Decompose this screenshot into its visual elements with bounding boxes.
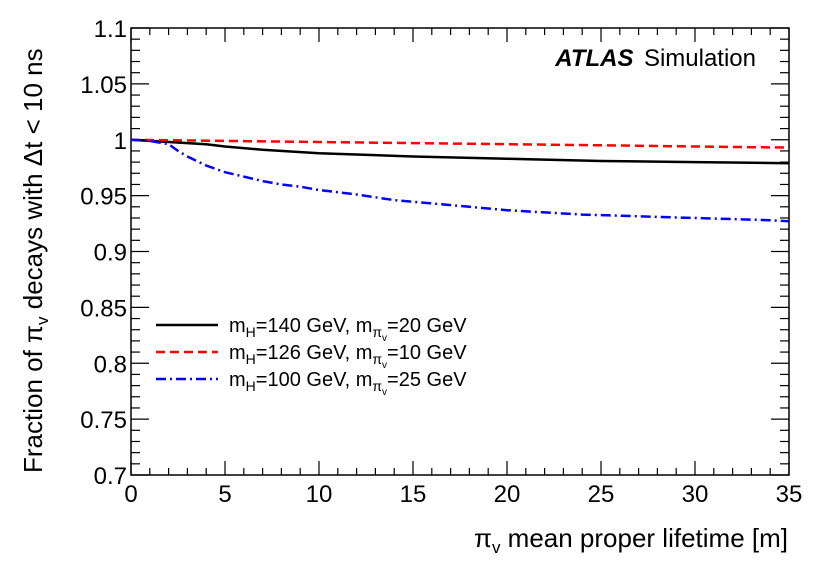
x-tick-label: 20	[494, 481, 521, 508]
y-tick-label: 0.7	[94, 463, 127, 490]
x-axis-title: πv mean proper lifetime [m]	[474, 523, 788, 557]
series-line-2	[130, 138, 790, 149]
x-tick-label: 10	[306, 481, 333, 508]
y-tick-label: 0.95	[80, 184, 127, 211]
series-layer	[130, 138, 790, 223]
x-tick-label: 0	[124, 481, 137, 508]
y-tick-label: 1.1	[94, 16, 127, 43]
axis-ticks	[130, 27, 790, 476]
tick-labels: 0 5 10 15 20 25 30 35 0.7 0.75 0.8 0.85 0.9 0.95 1 1.05…	[80, 16, 802, 508]
y-tick-label: 0.9	[94, 240, 127, 267]
series-line-1	[130, 138, 790, 165]
plot-frame	[130, 27, 790, 476]
legend-label-2: mH=126 GeV, mπv=10 GeV	[229, 342, 467, 371]
series-line-3	[130, 138, 790, 223]
y-tick-label: 0.85	[80, 295, 127, 322]
legend-label-1: mH=140 GeV, mπv=20 GeV	[229, 315, 467, 344]
y-tick-label: 1.05	[80, 72, 127, 99]
atlas-label: ATLAS Simulation	[554, 45, 756, 72]
y-tick-label: 1	[114, 128, 127, 155]
legend-label-3: mH=100 GeV, mπv=25 GeV	[229, 369, 467, 398]
y-axis-title: Fraction of πv decays with Δt < 10 ns	[18, 48, 52, 473]
x-tick-label: 15	[400, 481, 427, 508]
x-tick-label: 25	[588, 481, 615, 508]
atlas-label-bold: ATLAS	[554, 45, 633, 72]
x-tick-label: 5	[218, 481, 231, 508]
x-tick-label: 35	[776, 481, 803, 508]
y-tick-label: 0.75	[80, 407, 127, 434]
y-tick-label: 0.8	[94, 351, 127, 378]
x-tick-label: 30	[682, 481, 709, 508]
atlas-label-normal: Simulation	[644, 45, 756, 72]
